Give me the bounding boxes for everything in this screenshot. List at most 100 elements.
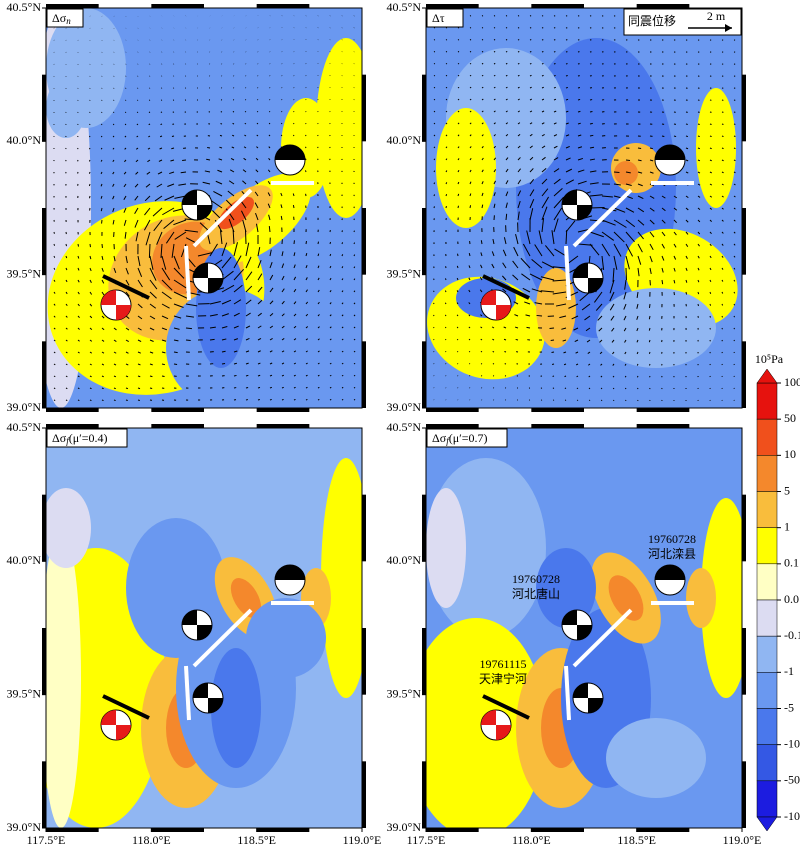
vector (113, 136, 114, 137)
vector (457, 363, 458, 364)
frame-segment (362, 495, 366, 562)
frame-segment (531, 424, 584, 428)
vector (234, 375, 237, 376)
frame-segment (257, 424, 310, 428)
vector (149, 124, 150, 125)
vector (89, 148, 90, 149)
colorbar-tick-label: 50 (784, 411, 796, 425)
frame-segment (362, 208, 366, 275)
vector (245, 111, 246, 112)
vector (342, 387, 343, 388)
vector (577, 388, 578, 389)
vector (434, 63, 435, 64)
vector (710, 136, 712, 137)
vector (137, 112, 138, 113)
vector (457, 266, 458, 268)
vector (102, 400, 104, 401)
vector (445, 351, 446, 352)
lat-tick-label: 40.0°N (7, 553, 42, 567)
vector (662, 280, 663, 284)
vector (458, 99, 459, 100)
vector (590, 111, 592, 112)
vector (206, 159, 210, 160)
lat-tick-label: 39.0°N (7, 400, 42, 414)
frame-segment (42, 761, 46, 828)
vector (54, 364, 55, 365)
vector (578, 99, 580, 100)
vector (481, 351, 482, 352)
frame-segment (42, 341, 46, 408)
vector (269, 226, 270, 232)
lat-tick-label: 39.5°N (7, 686, 42, 700)
vector (494, 75, 495, 76)
vector (101, 208, 102, 211)
vector (458, 75, 459, 76)
frame-segment (46, 408, 99, 412)
field-contour (126, 518, 226, 658)
vector (222, 363, 225, 364)
vector (66, 244, 67, 246)
frame-segment (151, 408, 204, 412)
vector (138, 376, 140, 377)
vector (722, 292, 723, 294)
lat-tick-label: 40.5°N (387, 420, 422, 434)
vector (90, 388, 92, 389)
vector (282, 387, 284, 388)
vector (114, 400, 116, 401)
field-contour (614, 161, 638, 185)
vector (445, 303, 446, 304)
vector (102, 388, 104, 389)
vector (470, 87, 471, 88)
vector (54, 388, 55, 389)
vector (482, 87, 483, 88)
vector (182, 160, 186, 161)
colorbar-tick-label: 5 (784, 483, 790, 497)
vector (506, 214, 507, 220)
frame-segment (151, 424, 204, 428)
colorbar-extension-low (757, 817, 777, 831)
vector (566, 99, 568, 100)
lon-tick-label: 117.5°E (27, 833, 66, 847)
vector (257, 99, 258, 100)
map-panel: Δσf(μ′=0.4)39.0°N39.5°N40.0°N40.5°N117.5… (7, 420, 382, 847)
vector (518, 75, 519, 76)
vector (590, 123, 593, 124)
vector (551, 340, 554, 341)
vector (434, 99, 435, 100)
vector (518, 51, 519, 52)
colorbar-tick-label: 10 (784, 447, 796, 461)
vector (434, 183, 435, 184)
lat-tick-label: 40.5°N (387, 0, 422, 14)
vector (257, 123, 258, 124)
vector (78, 388, 79, 389)
label-part: (μ′=0.7) (449, 431, 488, 445)
vector (552, 352, 554, 353)
vector (281, 111, 282, 112)
vector (493, 351, 494, 352)
vector (722, 160, 724, 161)
vector (554, 75, 556, 76)
vector (66, 388, 67, 389)
vector (446, 87, 447, 88)
vector (457, 327, 458, 328)
vector (506, 87, 507, 88)
vector (113, 124, 114, 125)
vector (494, 87, 495, 88)
vector (470, 51, 471, 52)
vector (149, 244, 150, 258)
vector (542, 75, 544, 76)
vector (434, 51, 435, 52)
vector (626, 160, 630, 161)
frame-segment (362, 761, 366, 828)
vector (482, 75, 483, 76)
vector (66, 400, 67, 401)
vector (186, 328, 192, 329)
frame-segment (742, 628, 746, 695)
vector (649, 304, 650, 308)
vector (89, 196, 90, 198)
vector (506, 51, 507, 52)
vector (78, 244, 79, 247)
annotation-date: 19760728 (648, 532, 696, 546)
colorbar-tick-label: 1 (784, 519, 790, 533)
vector (269, 99, 270, 100)
